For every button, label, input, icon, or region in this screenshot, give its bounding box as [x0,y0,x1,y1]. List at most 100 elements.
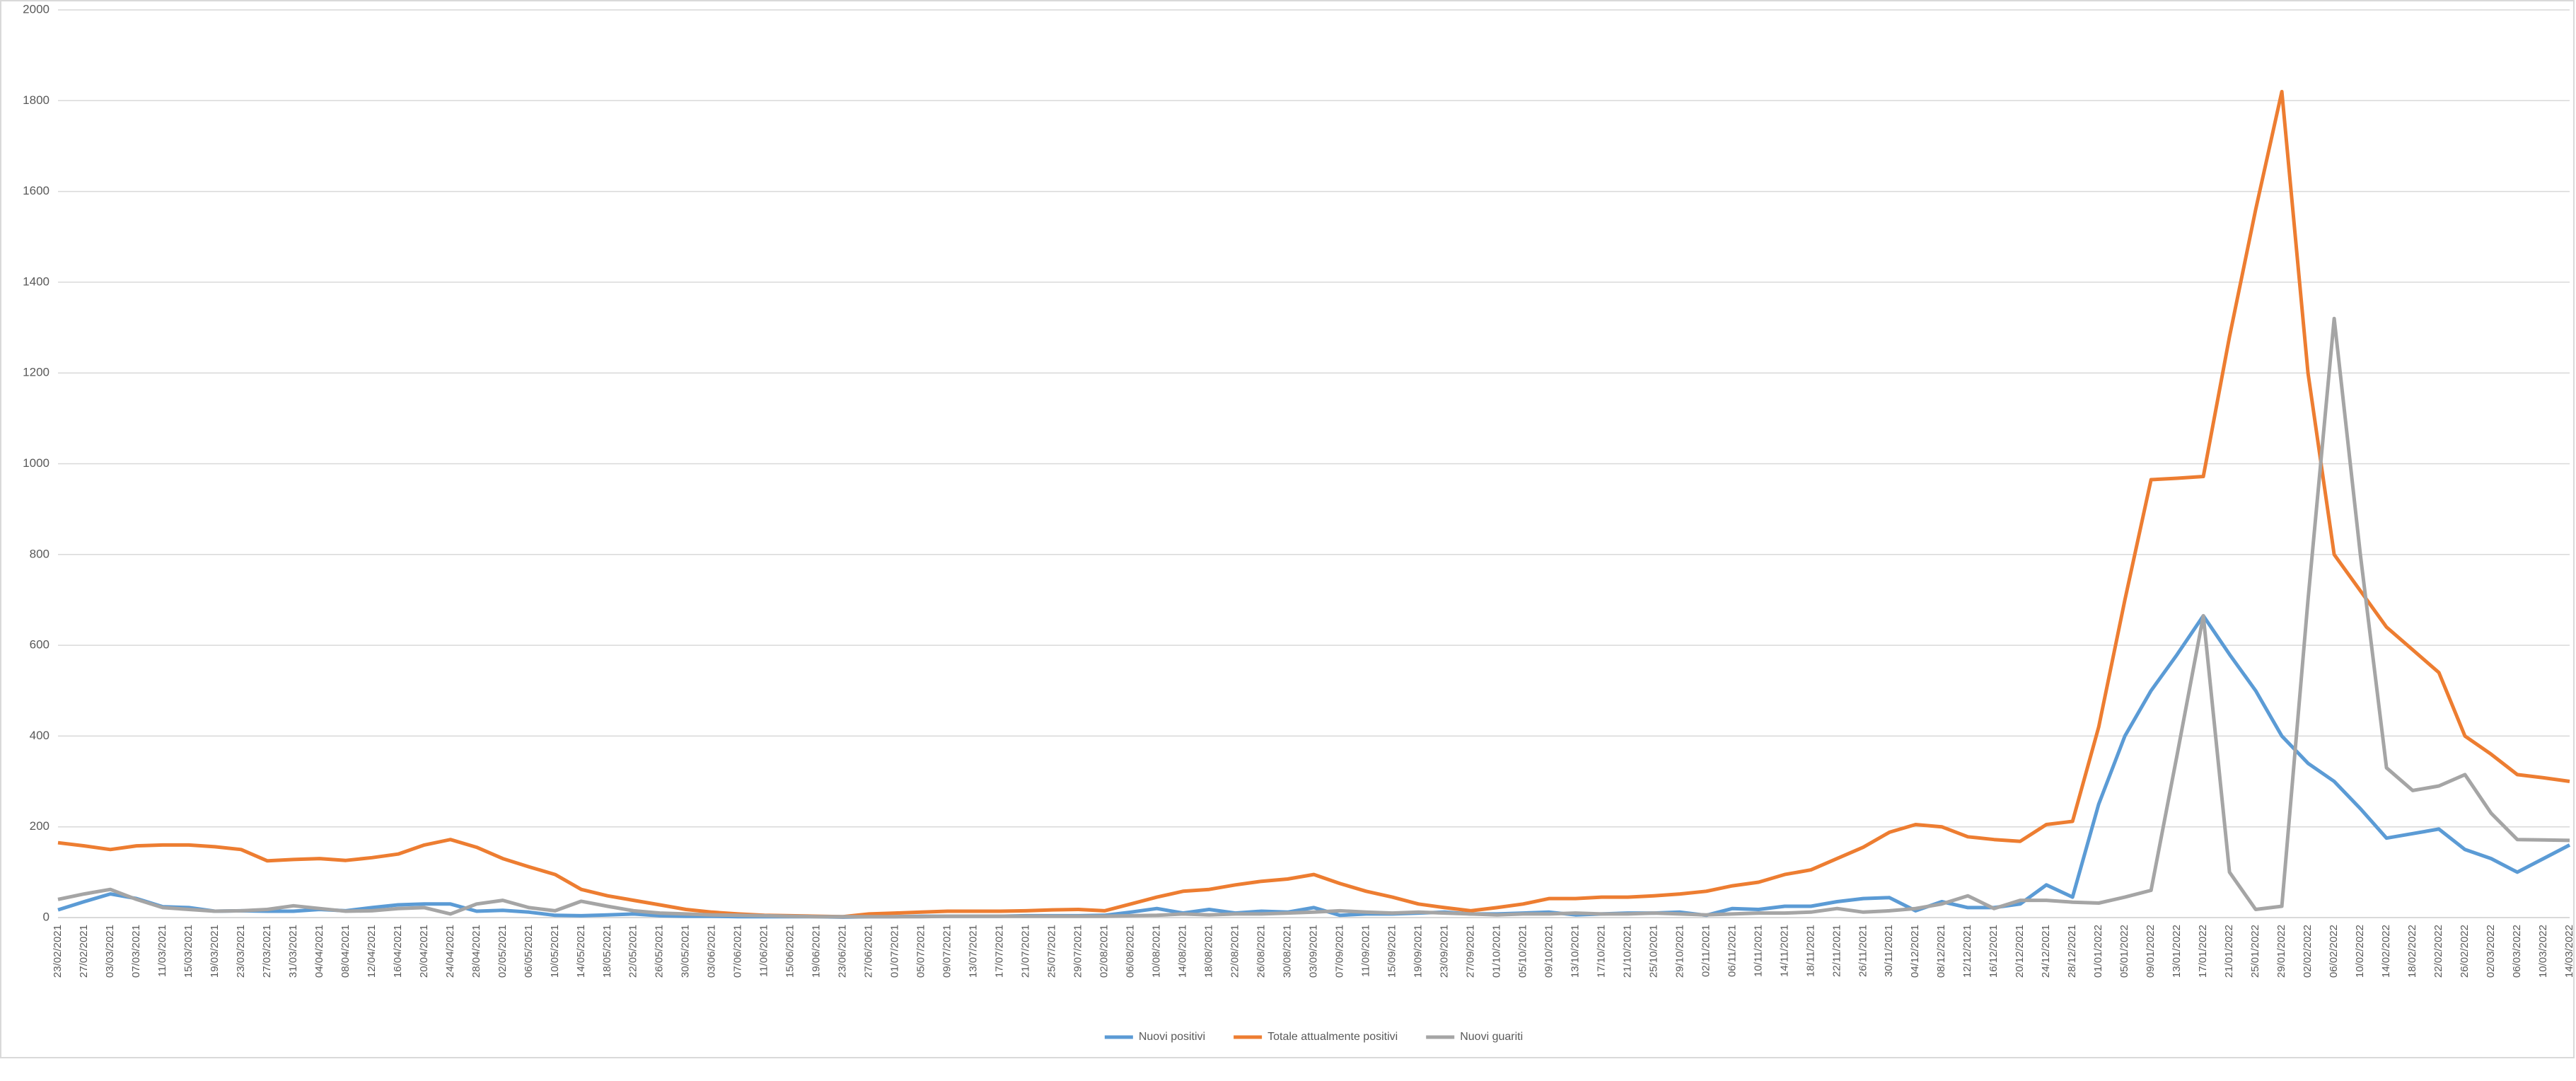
x-tick-label: 24/12/2021 [2040,925,2052,978]
y-tick-label: 200 [30,819,50,833]
x-tick-label: 27/06/2021 [863,925,875,978]
x-tick-label: 18/02/2022 [2406,925,2418,978]
x-tick-label: 28/04/2021 [470,925,482,978]
y-tick-label: 1400 [23,274,50,288]
x-tick-label: 02/05/2021 [497,925,509,978]
x-tick-label: 17/01/2022 [2197,925,2209,978]
x-tick-label: 22/11/2021 [1831,925,1843,977]
x-tick-label: 10/05/2021 [549,925,561,978]
y-tick-label: 800 [30,547,50,560]
legend-label: Nuovi positivi [1139,1031,1205,1043]
x-tick-label: 08/12/2021 [1935,925,1947,978]
legend-label: Nuovi guariti [1460,1031,1523,1043]
x-tick-label: 11/03/2021 [156,925,168,977]
x-tick-label: 26/08/2021 [1255,925,1267,978]
x-tick-label: 03/09/2021 [1307,925,1319,978]
x-tick-label: 02/08/2021 [1098,925,1110,978]
x-tick-label: 31/03/2021 [287,925,299,978]
x-tick-label: 16/04/2021 [392,925,404,978]
x-tick-label: 07/06/2021 [732,925,744,978]
x-tick-label: 19/09/2021 [1412,925,1424,978]
y-tick-label: 2000 [23,2,50,16]
x-tick-label: 24/04/2021 [444,925,456,978]
legend-label: Totale attualmente positivi [1267,1031,1398,1043]
x-tick-label: 09/01/2022 [2145,925,2157,978]
x-tick-label: 05/10/2021 [1516,925,1528,978]
y-tick-label: 400 [30,729,50,742]
x-tick-label: 04/12/2021 [1909,925,1921,978]
x-tick-label: 01/07/2021 [889,925,901,978]
x-tick-label: 16/12/2021 [1988,925,2000,978]
x-tick-label: 06/08/2021 [1125,925,1137,978]
x-tick-label: 26/05/2021 [654,925,666,978]
x-tick-label: 12/12/2021 [1961,925,1973,978]
x-tick-label: 02/03/2022 [2485,925,2497,978]
y-tick-label: 1600 [23,184,50,197]
x-tick-label: 04/04/2021 [313,925,325,978]
x-tick-label: 27/03/2021 [261,925,273,978]
x-tick-label: 25/01/2022 [2249,925,2261,978]
x-tick-label: 10/11/2021 [1752,925,1764,977]
x-tick-label: 14/02/2022 [2380,925,2392,978]
x-tick-label: 28/12/2021 [2066,925,2078,978]
x-tick-label: 09/10/2021 [1543,925,1555,978]
x-tick-label: 22/05/2021 [627,925,639,978]
x-tick-label: 10/02/2022 [2354,925,2366,978]
x-tick-label: 15/09/2021 [1386,925,1398,978]
x-tick-label: 01/01/2022 [2092,925,2104,978]
x-tick-label: 23/02/2021 [52,925,64,978]
x-tick-label: 13/01/2022 [2171,925,2183,978]
x-tick-label: 14/03/2022 [2563,925,2575,978]
x-tick-label: 15/03/2021 [182,925,195,978]
x-tick-label: 27/02/2021 [78,925,90,978]
x-tick-label: 18/08/2021 [1203,925,1215,978]
x-tick-label: 06/02/2022 [2328,925,2340,978]
x-tick-label: 21/01/2022 [2223,925,2235,978]
series-line [57,90,2570,919]
x-tick-label: 25/10/2021 [1647,925,1659,978]
y-tick-label: 1000 [23,456,50,470]
x-tick-label: 26/11/2021 [1857,925,1869,977]
x-tick-label: 22/08/2021 [1229,925,1241,978]
x-tick-label: 02/02/2022 [2302,925,2314,978]
x-tick-label: 29/10/2021 [1673,925,1686,978]
legend: Nuovi positivi Totale attualmente positiv… [1104,1031,1523,1043]
x-tick-label: 11/09/2021 [1359,925,1371,977]
x-tick-label: 06/11/2021 [1726,925,1738,977]
x-tick-label: 07/09/2021 [1333,925,1345,978]
y-tick-label: 1800 [23,93,50,107]
x-tick-label: 07/03/2021 [130,925,142,978]
x-tick-label: 21/10/2021 [1621,925,1633,978]
x-tick-label: 19/03/2021 [209,925,221,978]
y-tick-label: 1200 [23,366,50,379]
x-tick-label: 18/05/2021 [601,925,613,978]
x-tick-label: 01/10/2021 [1490,925,1502,978]
chart-frame [0,0,2575,1058]
x-tick-label: 14/11/2021 [1778,925,1790,977]
x-tick-label: 05/01/2022 [2118,925,2130,978]
x-tick-label: 05/07/2021 [915,925,927,978]
x-tick-label: 18/11/2021 [1804,925,1816,977]
x-tick-label: 03/06/2021 [706,925,718,978]
x-tick-label: 03/03/2021 [104,925,116,978]
x-tick-label: 17/07/2021 [994,925,1006,978]
x-tick-label: 11/06/2021 [758,925,770,977]
x-tick-label: 15/06/2021 [784,925,796,978]
x-tick-label: 02/11/2021 [1700,925,1712,977]
y-tick-label: 600 [30,638,50,652]
x-tick-label: 13/10/2021 [1569,925,1581,978]
x-tick-label: 14/08/2021 [1177,925,1189,978]
y-tick-label: 0 [43,910,50,923]
x-tick-label: 19/06/2021 [811,925,823,978]
x-tick-label: 08/04/2021 [340,925,352,978]
x-tick-label: 30/08/2021 [1281,925,1293,978]
x-tick-label: 29/07/2021 [1072,925,1084,978]
x-tick-label: 09/07/2021 [941,925,953,978]
x-tick-label: 06/03/2022 [2511,925,2523,978]
series-line [57,316,2570,919]
x-tick-label: 12/04/2021 [366,925,378,978]
x-tick-label: 23/03/2021 [235,925,247,978]
x-tick-label: 22/02/2022 [2432,925,2444,978]
